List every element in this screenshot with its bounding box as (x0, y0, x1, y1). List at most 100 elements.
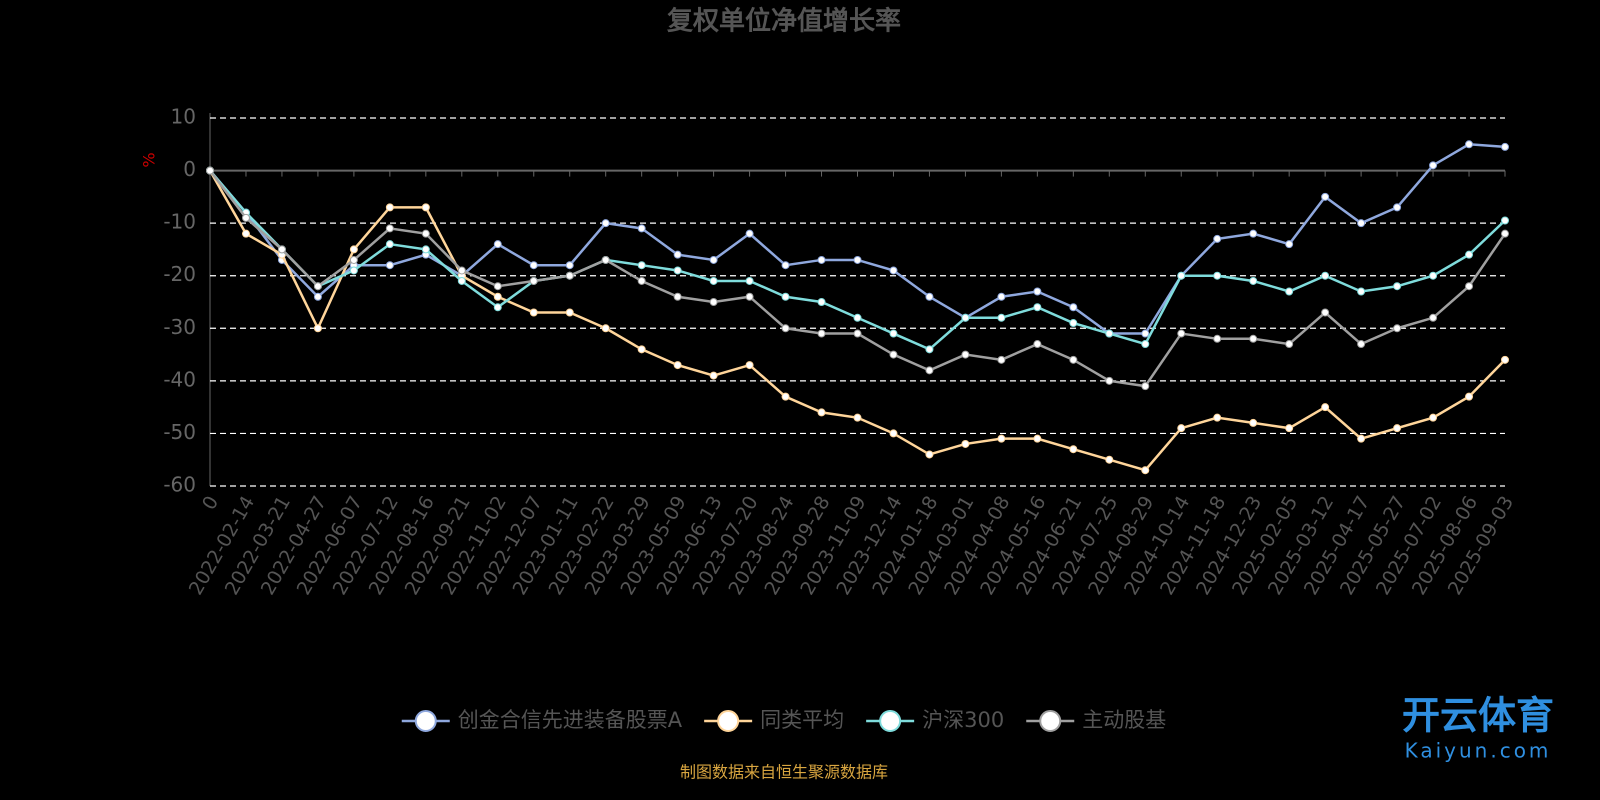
point (637, 224, 646, 233)
point (709, 255, 718, 264)
point (889, 429, 898, 438)
y-tick-label: -10 (163, 210, 196, 234)
point (1249, 418, 1258, 427)
y-axis-label: % (140, 152, 159, 167)
point (1213, 271, 1222, 280)
point (1429, 161, 1438, 170)
point (1465, 140, 1474, 149)
watermark: 开云体育 (1402, 694, 1554, 738)
point (1177, 329, 1186, 338)
point (745, 276, 754, 285)
point (925, 292, 934, 301)
legend-item[interactable]: 创金合信先进装备股票A (401, 708, 683, 732)
point (853, 255, 862, 264)
legend-item[interactable]: 主动股基 (1026, 708, 1166, 732)
point (1321, 271, 1330, 280)
point (493, 303, 502, 312)
point (241, 229, 250, 238)
point (1429, 313, 1438, 322)
point (1465, 392, 1474, 401)
y-tick-label: 10 (171, 105, 196, 129)
point (1033, 434, 1042, 443)
legend-marker (717, 710, 740, 732)
point (1321, 308, 1330, 317)
point (529, 276, 538, 285)
point (1501, 355, 1509, 364)
point (997, 292, 1006, 301)
point (313, 324, 322, 333)
point (817, 329, 826, 338)
point (1249, 229, 1258, 238)
point (313, 282, 322, 291)
point (1321, 192, 1330, 201)
point (997, 313, 1006, 322)
point (709, 371, 718, 380)
point (925, 366, 934, 375)
y-tick-label: -30 (163, 315, 196, 339)
point (637, 276, 646, 285)
point (1285, 240, 1294, 249)
point (1177, 271, 1186, 280)
point (1213, 334, 1222, 343)
point (349, 255, 358, 264)
point (1141, 382, 1150, 391)
point (385, 224, 394, 233)
point (1213, 234, 1222, 243)
point (1501, 229, 1509, 238)
point (961, 313, 970, 322)
point (673, 361, 682, 370)
point (673, 250, 682, 259)
point (1393, 424, 1402, 433)
point (1213, 413, 1222, 422)
point (817, 255, 826, 264)
point (385, 203, 394, 212)
point (853, 329, 862, 338)
point (673, 292, 682, 301)
chart-title: 复权单位净值增长率 (667, 6, 901, 37)
y-tick-label: 0 (183, 157, 196, 181)
point (853, 413, 862, 422)
point (961, 350, 970, 359)
point (1429, 413, 1438, 422)
point (1429, 271, 1438, 280)
point (1249, 334, 1258, 343)
point (1321, 403, 1330, 412)
point (889, 329, 898, 338)
point (1393, 203, 1402, 212)
point (529, 308, 538, 317)
point (565, 308, 574, 317)
legend-item[interactable]: 同类平均 (704, 708, 844, 732)
y-tick-label: -50 (163, 420, 196, 444)
point (1069, 303, 1078, 312)
point (1033, 303, 1042, 312)
legend-marker (879, 710, 902, 732)
y-tick-label: -20 (163, 262, 196, 286)
legend-label: 沪深300 (922, 708, 1004, 732)
point (781, 261, 790, 270)
point (997, 434, 1006, 443)
point (709, 298, 718, 306)
point (1393, 324, 1402, 333)
point (673, 266, 682, 275)
point (1501, 142, 1509, 151)
point (1249, 276, 1258, 285)
point (313, 292, 322, 301)
point (1069, 319, 1078, 328)
point (1357, 434, 1366, 443)
point (1465, 250, 1474, 259)
point (745, 361, 754, 370)
point (925, 450, 934, 459)
legend-item[interactable]: 沪深300 (866, 708, 1004, 732)
point (853, 313, 862, 322)
point (1033, 340, 1042, 349)
point (241, 213, 250, 222)
point (529, 261, 538, 270)
point (745, 292, 754, 301)
legend-marker (414, 710, 437, 732)
y-tick-label: -40 (163, 367, 196, 391)
point (1285, 287, 1294, 296)
point (1033, 287, 1042, 296)
point (1141, 329, 1150, 338)
point (637, 345, 646, 354)
point (1501, 216, 1509, 225)
